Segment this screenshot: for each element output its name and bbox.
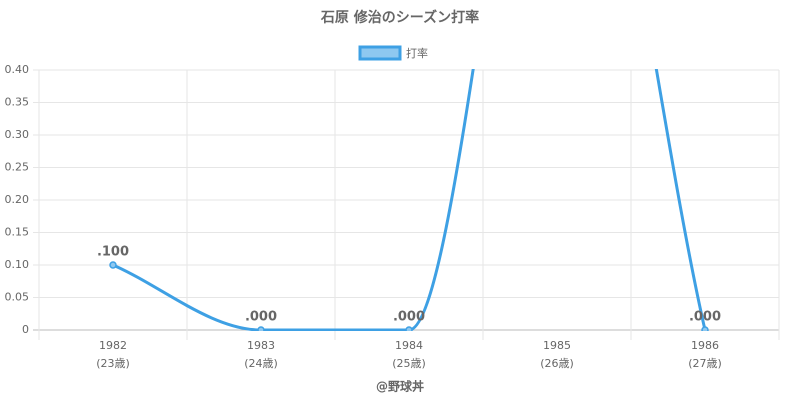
x-tick-sublabel: (24歳) bbox=[244, 357, 278, 370]
x-tick-sublabel: (25歳) bbox=[392, 357, 426, 370]
y-tick-label: 0.05 bbox=[5, 291, 30, 304]
chart-title: 石原 修治のシーズン打率 bbox=[320, 9, 479, 26]
x-tick-sublabel: (27歳) bbox=[688, 357, 722, 370]
x-tick-label: 1986 bbox=[691, 339, 719, 352]
y-tick-label: 0.30 bbox=[5, 128, 30, 141]
y-tick-label: 0.25 bbox=[5, 161, 30, 174]
plot-area bbox=[109, 69, 709, 331]
x-tick-sublabel: (23歳) bbox=[96, 357, 130, 370]
y-tick-label: 0.20 bbox=[5, 193, 30, 206]
point bbox=[405, 326, 413, 331]
x-tick-label: 1982 bbox=[99, 339, 127, 352]
data-label: .000 bbox=[689, 310, 721, 325]
point bbox=[257, 326, 265, 331]
data-label: .000 bbox=[245, 310, 277, 325]
x-tick-sublabel: (26歳) bbox=[540, 357, 574, 370]
data-label: .100 bbox=[97, 245, 129, 260]
grid bbox=[33, 69, 780, 340]
y-tick-label: 0.15 bbox=[5, 226, 30, 239]
y-tick-label: 0.35 bbox=[5, 96, 30, 109]
y-tick-label: 0 bbox=[22, 323, 29, 336]
y-tick-label: 0.40 bbox=[5, 63, 30, 76]
data-label: .000 bbox=[393, 310, 425, 325]
x-tick-label: 1984 bbox=[395, 339, 423, 352]
footer: @野球丼 bbox=[376, 379, 424, 394]
x-tick-label: 1985 bbox=[543, 339, 571, 352]
legend-swatch bbox=[358, 45, 402, 61]
point bbox=[701, 326, 709, 331]
y-tick-label: 0.10 bbox=[5, 258, 30, 271]
x-tick-label: 1983 bbox=[247, 339, 275, 352]
legend-label: 打率 bbox=[406, 46, 428, 60]
point bbox=[109, 261, 117, 269]
